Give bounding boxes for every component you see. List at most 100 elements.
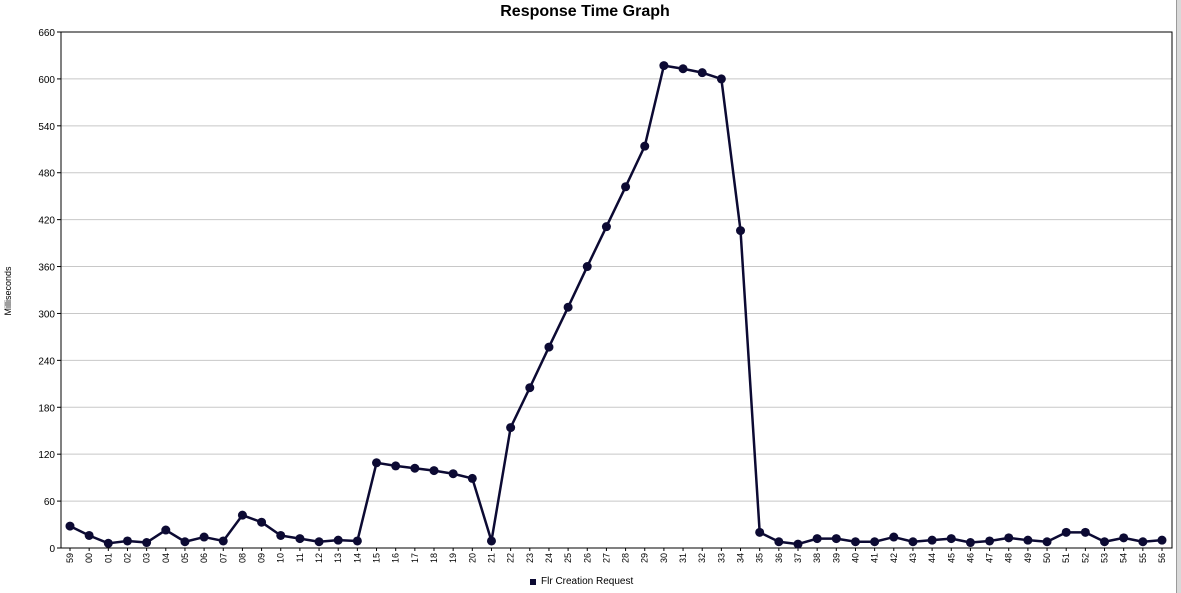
y-tick-label: 180	[38, 403, 55, 414]
data-point	[659, 61, 669, 71]
data-point	[333, 535, 343, 545]
x-tick-label: 38	[812, 553, 822, 563]
x-tick-label: 17	[410, 553, 420, 563]
x-tick-label: 42	[889, 553, 899, 563]
plot-area-frame	[60, 31, 1173, 549]
x-tick-label: 31	[678, 553, 688, 563]
x-tick-label: 59	[65, 553, 75, 563]
data-point	[908, 537, 918, 547]
data-point	[716, 74, 726, 84]
data-point	[429, 466, 439, 476]
data-point	[1100, 537, 1110, 547]
data-point	[697, 68, 707, 78]
data-point	[506, 423, 516, 433]
data-point	[544, 342, 554, 352]
chart-title: Response Time Graph	[500, 3, 670, 20]
data-point	[1157, 535, 1167, 545]
y-tick-label: 480	[38, 169, 55, 180]
data-point	[180, 537, 190, 547]
x-tick-label: 32	[697, 553, 707, 563]
data-point	[870, 537, 880, 547]
data-point	[1023, 535, 1033, 545]
x-tick-label: 39	[831, 553, 841, 563]
x-tick-label: 49	[1023, 553, 1033, 563]
y-tick-label: 660	[38, 28, 55, 39]
data-point	[965, 538, 975, 548]
data-point	[467, 473, 477, 483]
x-tick-label: 19	[448, 553, 458, 563]
data-point	[391, 461, 401, 471]
data-point	[850, 537, 860, 547]
data-point	[736, 226, 746, 236]
y-tick-label: 420	[38, 216, 55, 227]
x-tick-label: 48	[1004, 553, 1014, 563]
x-tick-label: 52	[1080, 553, 1090, 563]
data-point	[295, 534, 305, 544]
x-tick-label: 45	[946, 553, 956, 563]
y-tick-label: 300	[38, 309, 55, 320]
x-tick-label: 28	[621, 553, 631, 563]
data-point	[448, 469, 458, 479]
data-point	[372, 458, 382, 468]
data-point	[927, 535, 937, 545]
x-tick-label: 04	[161, 553, 171, 563]
x-tick-label: 09	[257, 553, 267, 563]
data-point	[678, 64, 688, 74]
data-point	[774, 537, 784, 547]
x-tick-label: 44	[927, 553, 937, 563]
data-point	[1080, 527, 1090, 537]
data-point	[1119, 533, 1129, 543]
data-point	[621, 182, 631, 192]
data-point	[563, 302, 573, 312]
data-point	[755, 527, 765, 537]
data-point	[889, 532, 899, 542]
x-tick-label: 14	[352, 553, 362, 563]
x-tick-label: 41	[870, 553, 880, 563]
x-tick-label: 11	[295, 553, 305, 562]
data-point	[1004, 533, 1014, 543]
data-point	[985, 536, 995, 546]
x-tick-label: 51	[1061, 553, 1071, 563]
x-tick-label: 24	[544, 553, 554, 563]
x-tick-label: 37	[793, 553, 803, 563]
x-tick-label: 36	[774, 553, 784, 563]
x-tick-label: 12	[314, 553, 324, 563]
x-tick-label: 15	[372, 553, 382, 563]
data-point	[1061, 527, 1071, 537]
data-point	[218, 536, 228, 546]
x-tick-label: 00	[84, 553, 94, 563]
data-point	[831, 534, 841, 544]
y-tick-label: 0	[49, 544, 55, 555]
data-point	[486, 536, 496, 546]
x-tick-label: 18	[429, 553, 439, 563]
x-tick-label: 21	[486, 553, 496, 563]
x-tick-label: 23	[525, 553, 535, 563]
data-point	[142, 538, 152, 548]
data-point	[525, 383, 535, 393]
x-tick-label: 53	[1100, 553, 1110, 563]
data-point	[103, 538, 113, 548]
x-tick-label: 30	[659, 553, 669, 563]
data-point	[1138, 537, 1148, 547]
y-tick-label: 540	[38, 122, 55, 133]
data-point	[812, 534, 822, 544]
x-tick-label: 46	[965, 553, 975, 563]
x-tick-label: 03	[142, 553, 152, 563]
x-tick-label: 34	[736, 553, 746, 563]
x-tick-label: 05	[180, 553, 190, 563]
x-tick-label: 25	[563, 553, 573, 563]
x-tick-labels: 59 00 01 02 03 04 05 06 07 08 09 10 11 12 13 14 15 16 17 18…	[65, 548, 1167, 563]
x-tick-label: 40	[850, 553, 860, 563]
x-tick-label: 29	[640, 553, 650, 563]
legend-swatch	[530, 578, 536, 585]
y-tick-label: 600	[38, 75, 55, 86]
x-tick-label: 06	[199, 553, 209, 563]
x-tick-label: 02	[122, 553, 132, 563]
data-point	[793, 539, 803, 549]
data-point	[122, 536, 132, 546]
data-point	[276, 530, 286, 540]
legend: Flr Creation Request	[530, 576, 633, 587]
data-point	[237, 510, 247, 520]
x-tick-label: 08	[237, 553, 247, 563]
